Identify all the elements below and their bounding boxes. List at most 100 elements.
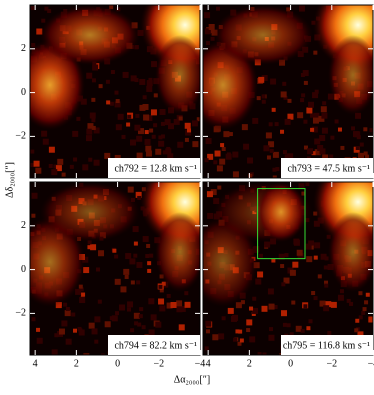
noise-pixel [142, 95, 147, 100]
noise-pixel [303, 304, 308, 309]
noise-pixel [359, 142, 364, 147]
noise-pixel [98, 84, 103, 89]
noise-pixel [159, 305, 166, 312]
noise-pixel [235, 302, 242, 309]
noise-pixel [149, 128, 154, 133]
noise-pixel [139, 78, 146, 85]
noise-pixel [106, 100, 111, 105]
noise-pixel [258, 253, 263, 258]
noise-pixel [91, 118, 96, 123]
noise-pixel [356, 135, 361, 140]
noise-pixel [76, 116, 81, 121]
noise-pixel [146, 85, 153, 92]
noise-pixel [144, 130, 149, 135]
noise-pixel [307, 148, 314, 155]
noise-pixel [213, 160, 218, 165]
noise-pixel [151, 61, 158, 68]
noise-pixel [263, 145, 270, 152]
noise-pixel [284, 253, 289, 258]
noise-pixel [51, 349, 58, 355]
emission-arc [40, 182, 140, 242]
noise-pixel [314, 138, 321, 145]
noise-pixel [127, 301, 134, 308]
panel [30, 5, 200, 178]
noise-pixel [213, 198, 220, 205]
emission-arc [155, 35, 200, 115]
noise-pixel [264, 241, 271, 248]
noise-pixel [122, 71, 129, 78]
noise-pixel [64, 310, 71, 317]
noise-pixel [139, 104, 146, 111]
noise-pixel [365, 292, 370, 297]
noise-pixel [91, 125, 96, 130]
noise-pixel [178, 116, 183, 121]
noise-pixel [155, 321, 162, 328]
noise-pixel [282, 322, 287, 327]
noise-pixel [158, 298, 165, 305]
noise-pixel [114, 90, 119, 95]
noise-pixel [41, 18, 46, 23]
noise-pixel [262, 352, 267, 355]
noise-pixel [334, 119, 339, 124]
noise-pixel [94, 339, 99, 344]
noise-pixel [90, 244, 97, 251]
noise-pixel [88, 322, 95, 329]
noise-pixel [127, 114, 132, 119]
x-axis-label: Δα₂₀₀₀[″] [174, 374, 210, 385]
noise-pixel [272, 175, 277, 178]
noise-pixel [147, 268, 152, 273]
noise-pixel [358, 291, 363, 296]
noise-pixel [133, 253, 138, 258]
noise-pixel [159, 108, 166, 115]
noise-pixel [297, 253, 304, 260]
noise-pixel [243, 143, 250, 150]
noise-pixel [138, 314, 143, 319]
noise-pixel [321, 112, 328, 119]
noise-pixel [232, 171, 239, 178]
noise-pixel [191, 120, 198, 127]
noise-pixel [210, 36, 215, 41]
noise-pixel [145, 254, 150, 259]
noise-pixel [91, 328, 98, 335]
noise-pixel [75, 288, 82, 295]
noise-pixel [177, 141, 184, 148]
y-tick-label: −2 [15, 131, 26, 142]
noise-pixel [115, 311, 120, 316]
noise-pixel [205, 138, 212, 145]
noise-pixel [130, 328, 135, 333]
noise-pixel [87, 245, 92, 250]
noise-pixel [289, 332, 294, 337]
noise-pixel [364, 300, 369, 305]
noise-pixel [337, 294, 344, 301]
noise-pixel [205, 320, 212, 327]
noise-pixel [246, 328, 251, 333]
noise-pixel [281, 282, 286, 287]
noise-pixel [78, 329, 85, 336]
emission-knot [256, 182, 306, 242]
noise-pixel [324, 280, 329, 285]
noise-pixel [115, 99, 120, 104]
noise-pixel [319, 300, 326, 307]
noise-pixel [217, 185, 222, 190]
noise-pixel [65, 306, 70, 311]
noise-pixel [83, 267, 90, 274]
noise-pixel [327, 93, 334, 100]
noise-pixel [291, 300, 296, 305]
noise-pixel [93, 159, 100, 166]
noise-pixel [272, 167, 277, 172]
noise-pixel [337, 127, 342, 132]
noise-pixel [153, 93, 158, 98]
noise-pixel [320, 253, 327, 260]
label-box [281, 158, 373, 178]
y-tick-label: 0 [21, 87, 26, 98]
noise-pixel [246, 319, 253, 326]
noise-pixel [184, 291, 189, 296]
noise-pixel [127, 186, 134, 193]
noise-pixel [61, 320, 68, 327]
noise-pixel [55, 165, 62, 172]
noise-pixel [240, 300, 245, 305]
noise-pixel [146, 243, 151, 248]
noise-pixel [273, 304, 278, 309]
noise-pixel [340, 145, 345, 150]
noise-pixel [173, 118, 180, 125]
